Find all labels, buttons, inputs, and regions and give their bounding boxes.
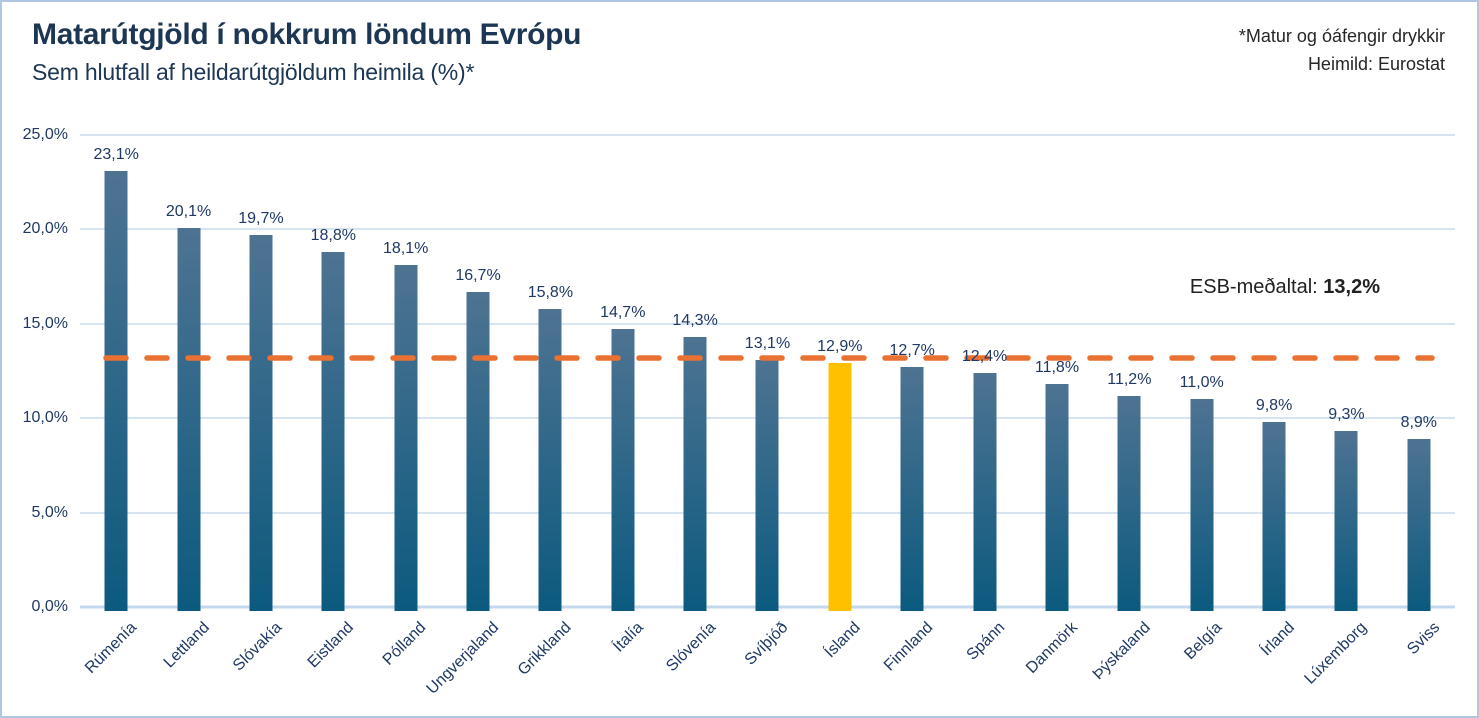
x-axis-label: Lettland (160, 619, 213, 672)
x-axis-label: Þýskaland (1089, 619, 1154, 684)
y-axis-label: 25,0% (22, 126, 68, 143)
gridline (80, 228, 1455, 231)
bar-value-label: 23,1% (93, 145, 139, 163)
bar-value-label: 18,1% (382, 240, 429, 258)
bar (611, 329, 635, 611)
bar-column: 18,8% Eistland (297, 133, 369, 671)
bar-value-label: 8,9% (1400, 413, 1438, 431)
bar (394, 265, 418, 611)
bar-value-label: 11,8% (1034, 359, 1080, 377)
bar-column: 19,7% Slóvakía (225, 133, 297, 674)
bar (177, 227, 201, 611)
x-axis-label: Rúmenía (82, 619, 141, 677)
bar (249, 235, 273, 611)
bar-column: 12,9% Ísland (804, 133, 876, 661)
y-axis-label: 10,0% (22, 409, 68, 427)
bar-value-label: 9,8% (1255, 396, 1293, 414)
bar (1407, 438, 1431, 611)
bar (1045, 384, 1069, 611)
y-axis-label: 5,0% (31, 503, 68, 521)
bar-column: 8,9% Sviss (1383, 133, 1455, 658)
bar-value-label: 18,8% (310, 227, 356, 245)
bar-column: 11,0% Belgía (1166, 133, 1238, 663)
footnote-text: *Matur og óáfengir drykkir (1238, 26, 1445, 46)
y-axis-label: 0,0% (31, 598, 68, 615)
bar-column: 9,8% Írland (1238, 133, 1310, 659)
bar (1190, 399, 1214, 611)
bar-value-label: 12,9% (817, 338, 863, 356)
bar-column: 12,4% Spánn (948, 133, 1020, 664)
x-axis-label: Slóvakía (229, 619, 285, 675)
x-axis-label: Slóvenía (663, 619, 720, 676)
eu-average-line (103, 355, 1435, 361)
bar-highlighted (828, 363, 852, 611)
bar-column: 18,1% Pólland (369, 133, 441, 668)
page-title: Matarútgjöld í nokkrum löndum Evrópu (32, 18, 582, 51)
bar-value-label: 12,7% (889, 342, 935, 360)
bar (538, 308, 562, 611)
bar-value-label: 16,7% (455, 266, 501, 284)
x-axis-label: Finnland (880, 619, 937, 675)
bar-value-label: 11,2% (1107, 370, 1152, 388)
x-axis-label: Belgía (1181, 619, 1226, 664)
bar (1334, 431, 1358, 611)
source-text: Heimild: Eurostat (1307, 54, 1445, 74)
bar-column: 13,1% Svíþjóð (731, 133, 803, 669)
x-axis-label: Sviss (1403, 619, 1443, 659)
x-axis-label: Spánn (963, 619, 1009, 664)
bar-column: 16,7% Ungverjaland (423, 133, 514, 698)
header: Matarútgjöld í nokkrum löndum Evrópu Sem… (32, 16, 582, 86)
gridline (80, 134, 1455, 136)
bar-column: 14,3% Slóvenía (659, 133, 731, 675)
x-axis-label: Svíþjóð (741, 619, 792, 669)
chart-subtitle: Sem hlutfall af heildarútgjöldum heimila… (32, 58, 475, 85)
x-axis-label: Ítalía (610, 619, 647, 656)
bar (683, 337, 707, 611)
bar (1117, 395, 1141, 611)
bar-value-label: 9,3% (1328, 406, 1365, 424)
bar-column: 14,7% Ítalía (587, 133, 659, 655)
y-axis-label: 15,0% (22, 314, 68, 332)
gridline (80, 322, 1455, 325)
bar (104, 170, 128, 611)
bar-column: 12,7% Finnland (876, 133, 948, 674)
y-axis-label: 20,0% (22, 220, 68, 238)
bar-value-label: 14,7% (600, 304, 646, 322)
eu-average-label-value: 13,2% (1323, 276, 1380, 298)
bar-column: 9,3% Lúxemborg (1302, 133, 1382, 687)
bar-column: 11,2% Þýskaland (1089, 133, 1165, 684)
bar-column: 20,1% Lettland (152, 133, 224, 672)
bar (755, 359, 779, 611)
bar (1262, 421, 1286, 611)
bar (466, 291, 490, 611)
bar-value-label: 13,1% (744, 334, 791, 352)
x-axis-label: Danmörk (1023, 619, 1081, 677)
bar-column: 23,1% Rúmenía (80, 133, 152, 677)
bar-value-label: 19,7% (238, 210, 284, 228)
bar-value-label: 15,8% (527, 283, 574, 301)
source-note: *Matur og óáfengir drykkir Heimild: Euro… (1239, 22, 1445, 78)
bar (321, 252, 345, 611)
bar-value-label: 14,3% (672, 312, 718, 330)
x-axis-label: Írland (1257, 619, 1299, 660)
plot-area: ESB-meðaltal: 13,2% 0,0% 5,0% 10,0% 15,0% 20… (23, 126, 1455, 698)
bar-value-label: 11,0% (1179, 374, 1224, 392)
x-axis-label: Ísland (821, 619, 864, 662)
x-axis-label: Lúxemborg (1301, 619, 1371, 688)
bar-column: 11,8% Danmörk (1021, 133, 1093, 677)
x-axis-label: Pólland (379, 619, 430, 669)
eu-average-label-prefix: ESB-meðaltal: (1189, 276, 1324, 298)
bar-value-label: 20,1% (165, 202, 212, 220)
bar (973, 372, 997, 611)
eu-average-label: ESB-meðaltal: 13,2% (1190, 276, 1380, 299)
bar-value-label: 12,4% (961, 347, 1008, 365)
bar (900, 367, 924, 611)
x-axis-label: Ungverjaland (423, 619, 503, 698)
x-axis-label: Grikkland (514, 619, 575, 679)
x-axis-label: Eistland (305, 619, 358, 672)
bar-column: 15,8% Grikkland (514, 133, 586, 679)
